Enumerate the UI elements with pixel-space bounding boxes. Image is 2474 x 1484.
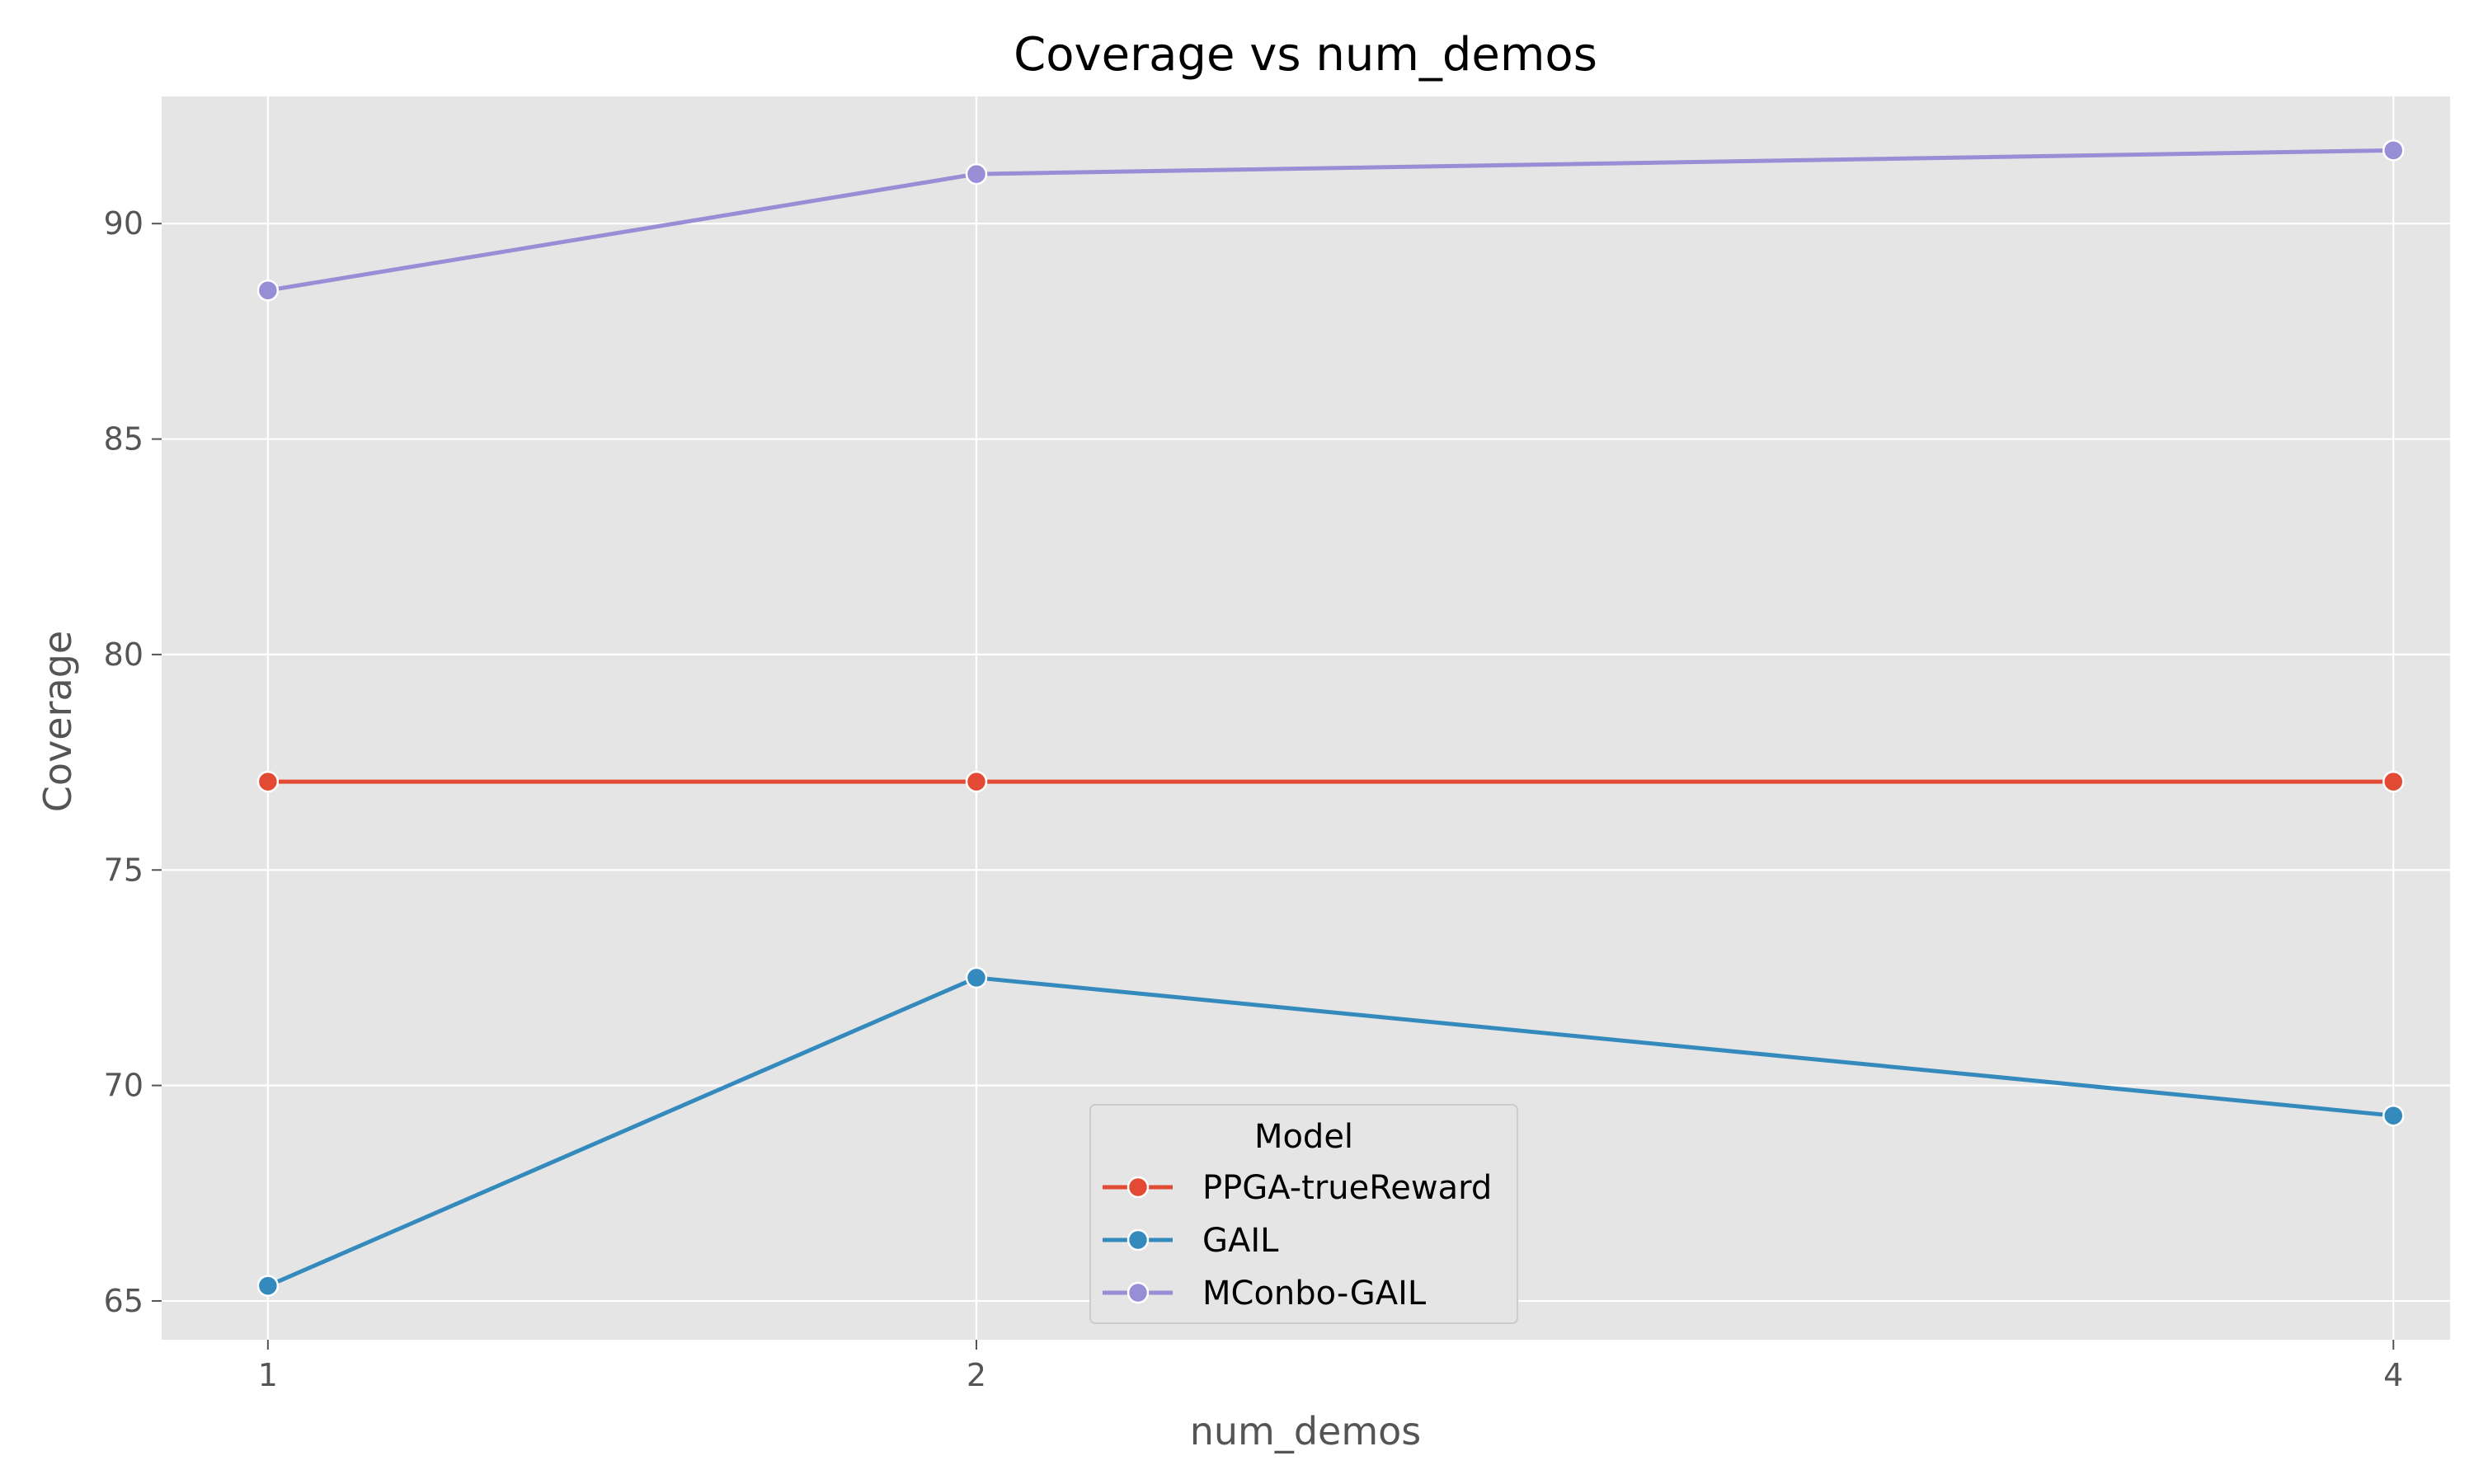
data-point-ppga-truereward bbox=[965, 770, 988, 793]
y-tick-label: 75 bbox=[104, 852, 143, 888]
y-tick-label: 70 bbox=[104, 1068, 143, 1104]
y-tick-label: 85 bbox=[104, 421, 143, 458]
data-point-ppga-truereward bbox=[256, 770, 280, 793]
legend-marker bbox=[1126, 1176, 1150, 1199]
x-axis-label: num_demos bbox=[1190, 1409, 1422, 1453]
data-point-mconbo-gail bbox=[256, 279, 280, 302]
series-lines bbox=[256, 139, 2405, 1297]
legend-title: Model bbox=[1254, 1118, 1353, 1156]
data-point-gail bbox=[965, 966, 988, 989]
y-axis-label: Coverage bbox=[35, 631, 80, 812]
legend-box bbox=[1089, 1104, 1518, 1324]
x-tick-label: 4 bbox=[2383, 1357, 2403, 1393]
data-point-mconbo-gail bbox=[2382, 139, 2405, 162]
legend: Model PPGA-trueReward GAIL MConbo-GAIL bbox=[1089, 1104, 1518, 1324]
x-tick-label: 1 bbox=[258, 1357, 278, 1393]
y-tick-label: 65 bbox=[104, 1283, 143, 1319]
y-tick-label: 90 bbox=[104, 205, 143, 242]
legend-items: PPGA-trueReward GAIL MConbo-GAIL bbox=[1103, 1169, 1492, 1313]
x-tick-label: 2 bbox=[967, 1357, 986, 1393]
data-point-gail bbox=[2382, 1104, 2405, 1127]
data-point-mconbo-gail bbox=[965, 162, 988, 186]
data-point-ppga-truereward bbox=[2382, 770, 2405, 793]
chart-title: Coverage vs num_demos bbox=[1014, 28, 1597, 82]
data-point-gail bbox=[256, 1275, 280, 1297]
legend-label: GAIL bbox=[1202, 1222, 1279, 1260]
legend-marker bbox=[1126, 1281, 1150, 1304]
legend-label: MConbo-GAIL bbox=[1202, 1275, 1427, 1313]
y-tick-label: 80 bbox=[104, 636, 143, 673]
legend-label: PPGA-trueReward bbox=[1202, 1169, 1492, 1207]
legend-marker bbox=[1126, 1228, 1150, 1252]
grid-lines bbox=[162, 96, 2450, 1340]
axis-ticks: 65 70 75 80 85 90 1 2 4 bbox=[104, 205, 2404, 1393]
